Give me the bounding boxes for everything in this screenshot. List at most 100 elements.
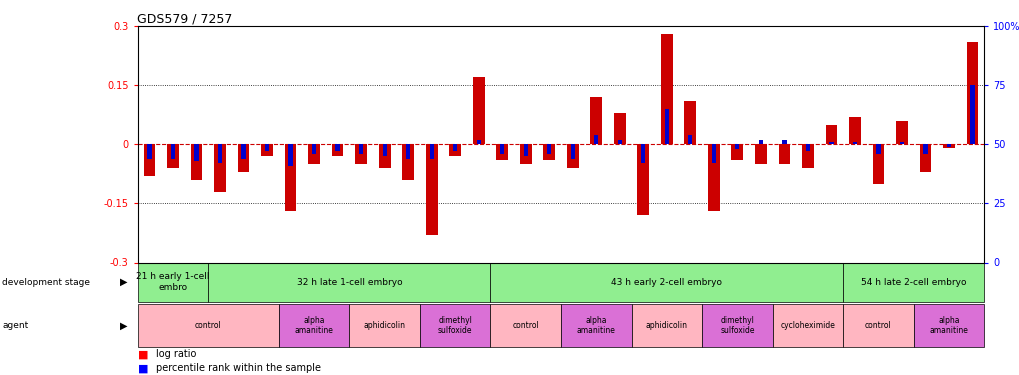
Bar (567, 144, 578, 168)
Bar (848, 117, 860, 144)
Bar (261, 144, 273, 156)
Bar (946, 144, 950, 147)
Bar (913, 304, 983, 347)
Text: aphidicolin: aphidicolin (363, 321, 406, 330)
Bar (754, 144, 766, 164)
Bar (852, 142, 856, 144)
Bar (590, 97, 601, 144)
Text: log ratio: log ratio (156, 350, 197, 359)
Bar (331, 144, 343, 156)
Bar (452, 144, 457, 152)
Bar (265, 144, 269, 152)
Bar (382, 144, 386, 156)
Text: ■: ■ (138, 363, 148, 373)
Bar (144, 144, 155, 176)
Text: agent: agent (2, 321, 29, 330)
Bar (871, 144, 883, 184)
Bar (355, 144, 367, 164)
Bar (312, 144, 316, 154)
Bar (448, 144, 461, 156)
Bar (543, 144, 554, 160)
Bar (613, 113, 625, 144)
Bar (594, 135, 598, 144)
Bar (429, 144, 433, 159)
Text: control: control (512, 321, 539, 330)
Bar (805, 144, 809, 152)
Bar (664, 109, 668, 144)
Bar (191, 144, 202, 180)
Bar (138, 304, 278, 347)
Bar (688, 135, 692, 144)
Text: aphidicolin: aphidicolin (645, 321, 687, 330)
Text: 54 h late 2-cell embryo: 54 h late 2-cell embryo (860, 278, 966, 286)
Text: development stage: development stage (2, 278, 90, 286)
Bar (499, 144, 503, 154)
Bar (546, 144, 551, 154)
Text: 21 h early 1-cell
embro: 21 h early 1-cell embro (137, 273, 210, 292)
Text: dimethyl
sulfoxide: dimethyl sulfoxide (437, 316, 472, 335)
Bar (473, 77, 484, 144)
Bar (641, 144, 645, 163)
Bar (801, 144, 813, 168)
Bar (758, 140, 762, 144)
Bar (138, 262, 208, 302)
Text: GDS579 / 7257: GDS579 / 7257 (137, 12, 232, 25)
Bar (943, 144, 954, 148)
Bar (966, 42, 977, 144)
Bar (618, 140, 622, 144)
Text: control: control (195, 321, 221, 330)
Text: cycloheximide: cycloheximide (780, 321, 835, 330)
Bar (425, 144, 437, 235)
Bar (214, 144, 225, 192)
Bar (711, 144, 715, 163)
Text: control: control (864, 321, 891, 330)
Bar (735, 144, 739, 149)
Bar (167, 144, 178, 168)
Bar (684, 101, 696, 144)
Bar (843, 304, 913, 347)
Bar (218, 144, 222, 163)
Bar (401, 144, 414, 180)
Bar (406, 144, 410, 159)
Bar (308, 144, 320, 164)
Bar (171, 144, 175, 159)
Bar (707, 144, 719, 211)
Bar (378, 144, 390, 168)
Bar (237, 144, 250, 172)
Text: alpha
amanitine: alpha amanitine (928, 316, 967, 335)
Bar (359, 144, 363, 154)
Bar (496, 144, 507, 160)
Bar (777, 144, 790, 164)
Bar (242, 144, 246, 159)
Bar (843, 262, 983, 302)
Bar (969, 85, 974, 144)
Text: ▶: ▶ (120, 320, 127, 330)
Text: dimethyl
sulfoxide: dimethyl sulfoxide (719, 316, 754, 335)
Bar (899, 142, 903, 144)
Text: 32 h late 1-cell embryo: 32 h late 1-cell embryo (297, 278, 401, 286)
Bar (284, 144, 297, 211)
Bar (828, 142, 833, 144)
Bar (772, 304, 843, 347)
Bar (490, 262, 843, 302)
Text: ■: ■ (138, 350, 148, 359)
Bar (731, 144, 743, 160)
Bar (490, 304, 560, 347)
Bar (660, 34, 673, 144)
Bar (288, 144, 292, 166)
Bar (631, 304, 701, 347)
Bar (520, 144, 531, 164)
Bar (195, 144, 199, 161)
Bar (335, 144, 339, 152)
Text: 43 h early 2-cell embryo: 43 h early 2-cell embryo (610, 278, 721, 286)
Bar (896, 121, 907, 144)
Bar (701, 304, 772, 347)
Bar (560, 304, 631, 347)
Text: percentile rank within the sample: percentile rank within the sample (156, 363, 321, 373)
Text: ▶: ▶ (120, 277, 127, 287)
Bar (147, 144, 152, 159)
Bar (278, 304, 348, 347)
Bar (919, 144, 930, 172)
Bar (922, 144, 926, 154)
Text: alpha
amanitine: alpha amanitine (294, 316, 333, 335)
